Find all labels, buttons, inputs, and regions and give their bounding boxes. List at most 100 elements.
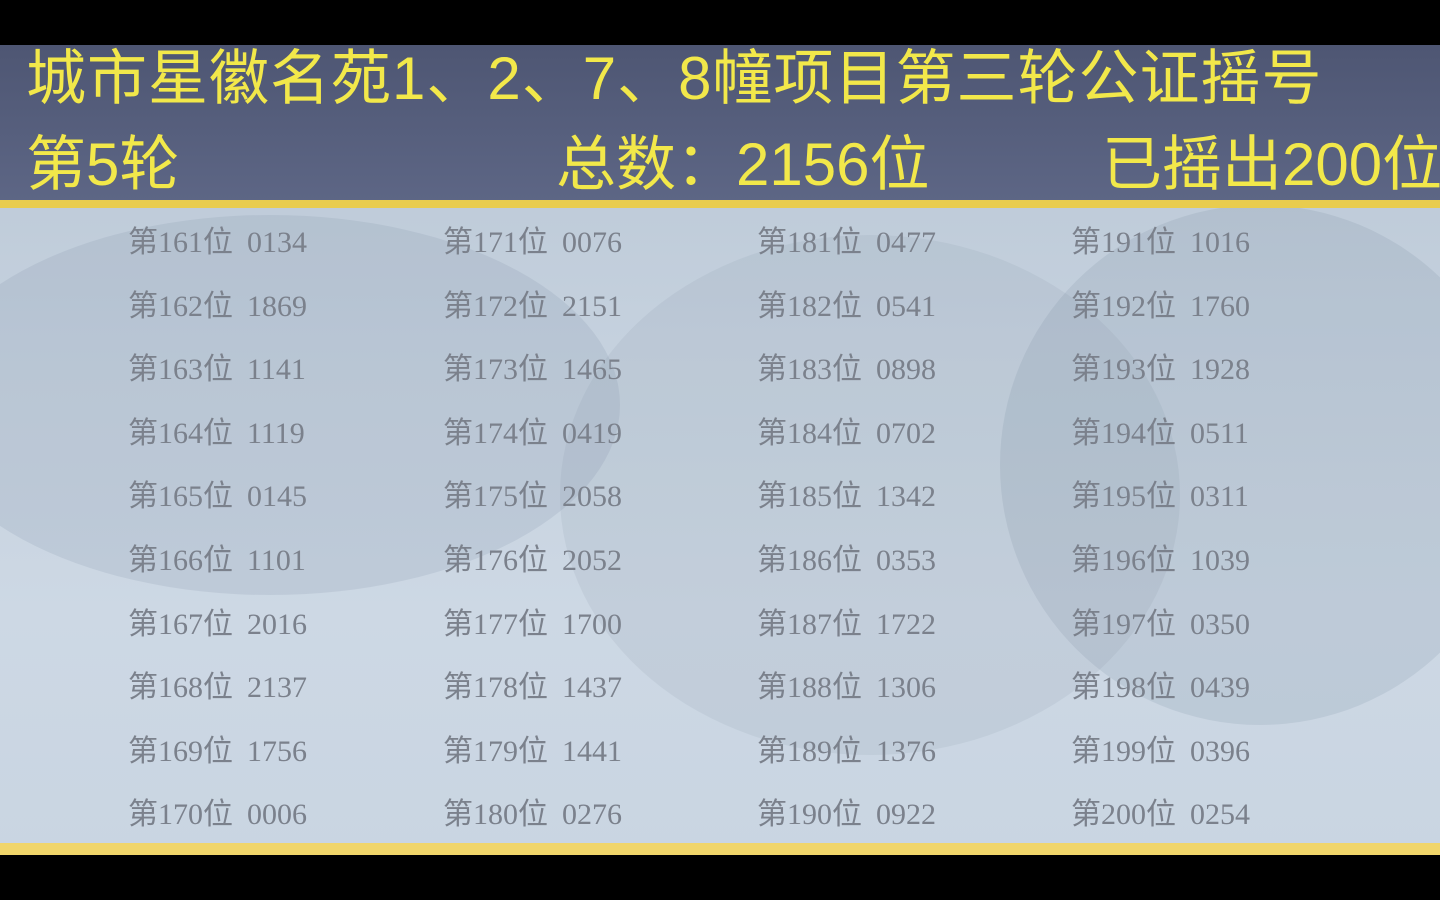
page-title: 城市星徽名苑1、2、7、8幢项目第三轮公证摇号 [26,45,1323,112]
draw-position: 第164位 [128,416,233,450]
result-row: 第196位 1039 [1071,535,1250,599]
result-row: 第177位 1700 [443,599,622,663]
result-column: 第161位 0134 第162位 1869 第163位 1141 第164位 1119 第165… [128,217,307,853]
result-row: 第180位 0276 [443,789,622,853]
draw-position: 第188位 [757,671,862,705]
draw-position: 第196位 [1071,543,1176,577]
result-row: 第162位 1869 [128,281,307,345]
result-row: 第163位 1141 [128,344,307,408]
draw-position: 第172位 [443,289,548,323]
draw-position: 第182位 [757,289,862,323]
result-row: 第173位 1465 [443,344,622,408]
result-row: 第175位 2058 [443,471,622,535]
ticket-number: 2052 [562,543,622,577]
result-row: 第172位 2151 [443,281,622,345]
ticket-number: 0145 [247,480,307,514]
draw-position: 第163位 [128,353,233,387]
draw-position: 第190位 [757,798,862,832]
world-map-background [0,215,620,595]
result-row: 第191位 1016 [1071,217,1250,281]
result-row: 第182位 0541 [757,281,936,345]
round-label: 第5轮 [26,131,180,198]
result-column: 第181位 0477 第182位 0541 第183位 0898 第184位 0702 第185… [757,217,936,853]
draw-position: 第177位 [443,607,548,641]
ticket-number: 0396 [1190,734,1250,768]
result-row: 第174位 0419 [443,408,622,472]
result-row: 第198位 0439 [1071,662,1250,726]
result-row: 第167位 2016 [128,599,307,663]
result-row: 第194位 0511 [1071,408,1250,472]
result-row: 第161位 0134 [128,217,307,281]
result-row: 第190位 0922 [757,789,936,853]
draw-position: 第187位 [757,607,862,641]
ticket-number: 0276 [562,798,622,832]
ticket-number: 2058 [562,480,622,514]
result-row: 第199位 0396 [1071,726,1250,790]
result-row: 第165位 0145 [128,471,307,535]
result-row: 第176位 2052 [443,535,622,599]
result-row: 第193位 1928 [1071,344,1250,408]
draw-position: 第195位 [1071,480,1176,514]
draw-position: 第175位 [443,480,548,514]
result-row: 第179位 1441 [443,726,622,790]
ticket-number: 0353 [876,543,936,577]
draw-position: 第191位 [1071,226,1176,259]
draw-position: 第197位 [1071,607,1176,641]
ticket-number: 1465 [562,353,622,387]
ticket-number: 0541 [876,289,936,323]
result-row: 第168位 2137 [128,662,307,726]
draw-position: 第168位 [128,671,233,705]
ticket-number: 2151 [562,289,622,323]
ticket-number: 1101 [247,543,306,577]
result-row: 第195位 0311 [1071,471,1250,535]
drawn-count: 已摇出200位 [1102,131,1440,198]
result-column: 第191位 1016 第192位 1760 第193位 1928 第194位 0511 第195… [1071,217,1250,853]
draw-position: 第169位 [128,734,233,768]
ticket-number: 0076 [562,226,622,259]
draw-position: 第167位 [128,607,233,641]
draw-position: 第174位 [443,416,548,450]
ticket-number: 1700 [562,607,622,641]
total-count: 总数：2156位 [556,131,930,198]
footer-divider [0,843,1440,855]
ticket-number: 0006 [247,798,307,832]
result-row: 第192位 1760 [1071,281,1250,345]
ticket-number: 0419 [562,416,622,450]
result-column: 第171位 0076 第172位 2151 第173位 1465 第174位 0419 第175… [443,217,622,853]
draw-position: 第185位 [757,480,862,514]
result-row: 第166位 1101 [128,535,307,599]
result-row: 第186位 0353 [757,535,936,599]
result-row: 第184位 0702 [757,408,936,472]
ticket-number: 0350 [1190,607,1250,641]
draw-position: 第181位 [757,226,862,259]
draw-position: 第162位 [128,289,233,323]
ticket-number: 2016 [247,607,307,641]
ticket-number: 0702 [876,416,936,450]
draw-position: 第189位 [757,734,862,768]
ticket-number: 0922 [876,798,936,832]
result-row: 第171位 0076 [443,217,622,281]
draw-position: 第183位 [757,353,862,387]
draw-position: 第179位 [443,734,548,768]
result-row: 第164位 1119 [128,408,307,472]
draw-position: 第165位 [128,480,233,514]
draw-position: 第198位 [1071,671,1176,705]
result-row: 第189位 1376 [757,726,936,790]
draw-position: 第171位 [443,226,548,259]
ticket-number: 0439 [1190,671,1250,705]
draw-position: 第178位 [443,671,548,705]
draw-position: 第200位 [1071,798,1176,832]
draw-position: 第186位 [757,543,862,577]
result-row: 第185位 1342 [757,471,936,535]
header-banner: 城市星徽名苑1、2、7、8幢项目第三轮公证摇号 第5轮 总数：2156位 已摇出… [0,45,1440,201]
ticket-number: 0134 [247,226,307,259]
draw-position: 第193位 [1071,353,1176,387]
ticket-number: 1039 [1190,543,1250,577]
ticket-number: 2137 [247,671,307,705]
draw-position: 第173位 [443,353,548,387]
result-row: 第170位 0006 [128,789,307,853]
result-row: 第181位 0477 [757,217,936,281]
lottery-display: 城市星徽名苑1、2、7、8幢项目第三轮公证摇号 第5轮 总数：2156位 已摇出… [0,45,1440,855]
ticket-number: 0254 [1190,798,1250,832]
draw-position: 第192位 [1071,289,1176,323]
